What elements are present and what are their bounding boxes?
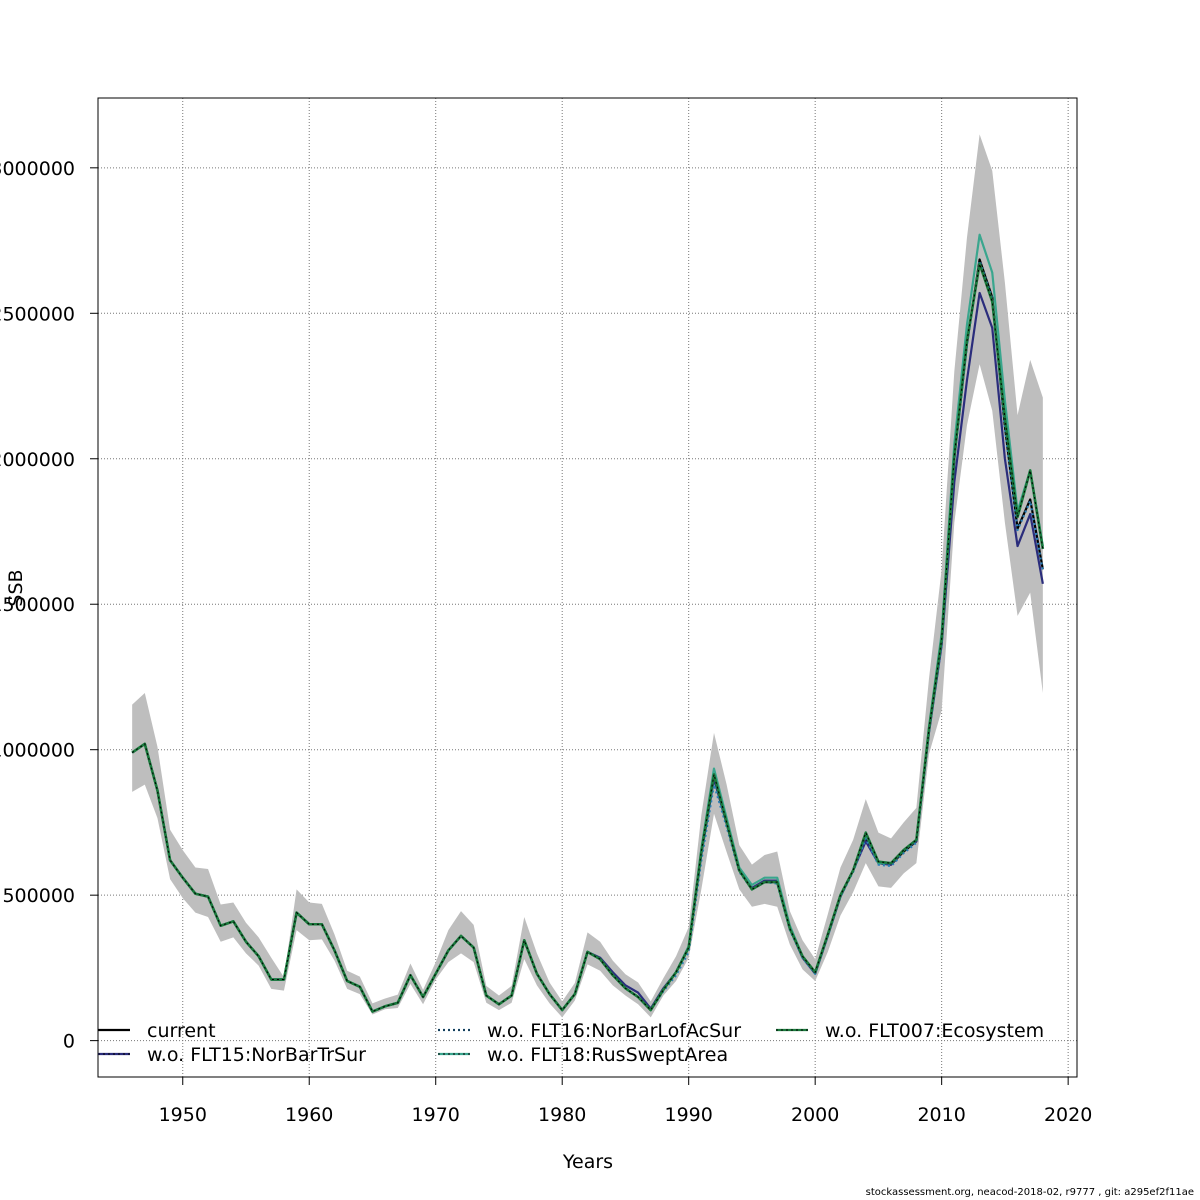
x-axis: 1950 1960 1970 1980 1990 2000 2010 2020 [159, 1076, 1092, 1126]
y-tick-label: 1500000 [0, 594, 75, 616]
footer-credit: stockassessment.org, neacod-2018-02, r97… [865, 1187, 1194, 1198]
y-axis: 0 500000 1000000 1500000 2000000 2500000 30000… [0, 158, 99, 1053]
y-tick-label: 0 [63, 1031, 75, 1053]
y-tick-label: 1000000 [0, 740, 75, 762]
x-tick-label: 1970 [412, 1104, 460, 1126]
series-line-4 [131, 262, 1045, 1013]
x-tick-label: 1960 [285, 1104, 333, 1126]
y-tick-label: 3000000 [0, 158, 75, 180]
x-tick-label: 1950 [159, 1104, 207, 1126]
y-tick-label: 500000 [2, 885, 75, 907]
confidence-band [132, 134, 1043, 1018]
series-layer [131, 233, 1045, 1013]
series-line-2 [131, 259, 1044, 1013]
y-tick-label: 2000000 [0, 449, 75, 471]
series-line-ecosystem-dots [131, 263, 1044, 1013]
series-line-0 [131, 258, 1044, 1013]
x-axis-label: Years [562, 1151, 613, 1173]
legend-label: w.o. FLT15:NorBarTrSur [147, 1044, 366, 1066]
x-tick-label: 2010 [917, 1104, 965, 1126]
confidence-band-layer [132, 134, 1043, 1018]
series-line-1 [131, 291, 1044, 1013]
x-tick-label: 1990 [665, 1104, 713, 1126]
x-tick-label: 1980 [538, 1104, 586, 1126]
legend-label: w.o. FLT007:Ecosystem [825, 1020, 1044, 1042]
y-tick-label: 2500000 [0, 303, 75, 325]
x-tick-label: 2000 [791, 1104, 839, 1126]
y-axis-label: SSB [5, 569, 27, 606]
legend-label: current [147, 1020, 216, 1042]
x-tick-label: 2020 [1044, 1104, 1092, 1126]
legend-label: w.o. FLT18:RusSweptArea [487, 1044, 728, 1066]
legend-label: w.o. FLT16:NorBarLofAcSur [487, 1020, 741, 1042]
